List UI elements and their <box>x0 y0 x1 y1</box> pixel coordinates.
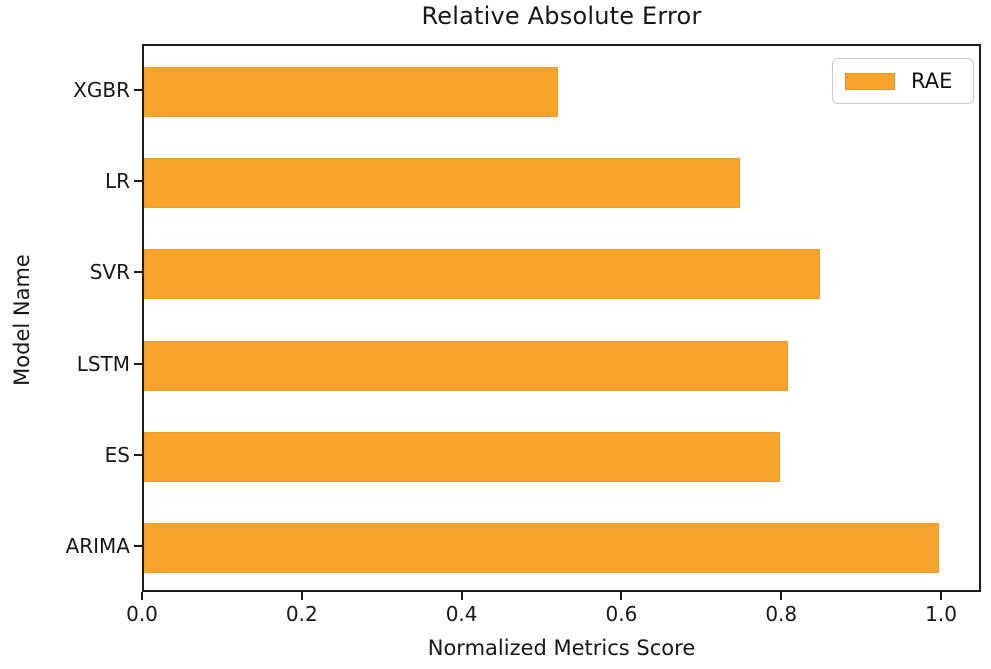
y-tick-label-arima: ARIMA <box>65 534 130 559</box>
x-tick-mark <box>300 592 303 600</box>
plot-area: RAE <box>142 44 981 592</box>
bar-es <box>144 432 781 482</box>
x-tick-mark <box>940 592 943 600</box>
x-tick-label-0.0: 0.0 <box>126 602 158 626</box>
y-tick-label-lstm: LSTM <box>76 351 130 376</box>
y-tick-label-xgbr: XGBR <box>73 77 130 102</box>
legend: RAE <box>832 58 974 104</box>
x-tick-label-0.6: 0.6 <box>605 602 638 626</box>
bar-lstm <box>144 340 789 391</box>
x-tick-label-0.8: 0.8 <box>765 602 798 626</box>
legend-color-swatch <box>845 72 895 90</box>
legend-label: RAE <box>911 69 953 93</box>
y-tick-mark <box>134 271 142 274</box>
y-tick-mark <box>134 180 142 182</box>
bar-arima <box>144 523 940 574</box>
x-tick-mark <box>780 592 783 600</box>
y-tick-mark <box>134 454 142 456</box>
x-tick-label-1.0: 1.0 <box>925 602 957 626</box>
y-tick-mark <box>134 545 142 548</box>
y-tick-mark <box>134 88 142 91</box>
x-tick-mark <box>620 592 623 600</box>
bar-svr <box>144 249 820 300</box>
x-tick-mark <box>460 592 463 600</box>
chart-title: Relative Absolute Error <box>421 2 702 30</box>
x-tick-label-0.2: 0.2 <box>285 602 318 626</box>
bar-xgbr <box>144 66 558 117</box>
y-tick-label-es: ES <box>104 443 130 467</box>
y-tick-label-lr: LR <box>104 169 130 193</box>
y-tick-label-svr: SVR <box>89 260 130 285</box>
y-tick-mark <box>134 362 142 365</box>
x-tick-label-0.4: 0.4 <box>445 602 478 626</box>
y-axis-label: Model Name <box>10 254 34 386</box>
x-tick-mark <box>141 592 143 600</box>
bar-lr <box>144 158 741 208</box>
x-axis-label: Normalized Metrics Score <box>427 636 696 660</box>
